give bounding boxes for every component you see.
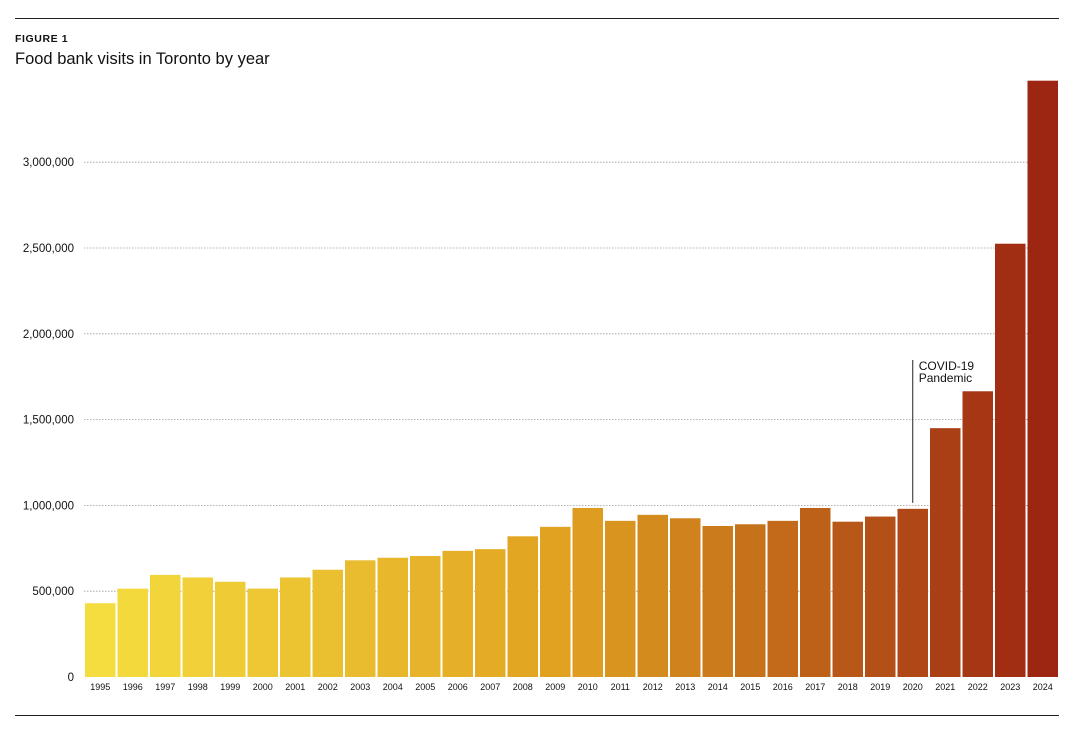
bar-2010 xyxy=(572,507,603,677)
x-tick-label: 2001 xyxy=(285,682,305,692)
bar-2023 xyxy=(995,243,1026,677)
x-tick-label: 2012 xyxy=(643,682,663,692)
y-tick-label: 3,000,000 xyxy=(23,157,74,169)
bar-2004 xyxy=(377,557,408,677)
gridlines xyxy=(84,161,1059,592)
x-tick-label: 2019 xyxy=(870,682,890,692)
bar-2012 xyxy=(637,514,668,677)
bar-2008 xyxy=(507,536,538,677)
y-tick-label: 1,000,000 xyxy=(23,500,74,512)
x-tick-label: 2014 xyxy=(708,682,728,692)
x-tick-label: 1998 xyxy=(188,682,208,692)
x-tick-label: 1996 xyxy=(123,682,143,692)
x-tick-label: 2000 xyxy=(253,682,273,692)
x-tick-label: 2017 xyxy=(805,682,825,692)
bar-2019 xyxy=(865,516,896,677)
bars xyxy=(85,80,1058,677)
x-tick-label: 2006 xyxy=(448,682,468,692)
bar-2021 xyxy=(930,428,961,677)
x-tick-label: 2008 xyxy=(513,682,533,692)
bar-2009 xyxy=(540,526,571,677)
bar-1999 xyxy=(215,581,246,677)
bar-2016 xyxy=(767,520,798,677)
y-tick-label: 500,000 xyxy=(32,586,74,598)
x-tick-label: 2013 xyxy=(675,682,695,692)
bar-2007 xyxy=(475,549,506,677)
annotation-text: COVID-19 xyxy=(919,359,975,373)
x-tick-label: 2021 xyxy=(935,682,955,692)
bar-1996 xyxy=(117,588,148,677)
x-tick-label: 2020 xyxy=(903,682,923,692)
x-tick-label: 1999 xyxy=(220,682,240,692)
annotation-text: Pandemic xyxy=(919,371,972,385)
x-tick-label: 1997 xyxy=(155,682,175,692)
bar-2005 xyxy=(410,556,441,677)
x-axis-tick-labels: 1995 1996 1997 1998 1999 2000 2001 2002 2003 2004… xyxy=(90,682,1053,692)
figure-label: FIGURE 1 xyxy=(15,33,69,45)
bar-2003 xyxy=(345,560,376,677)
bar-2017 xyxy=(800,507,831,677)
y-tick-label: 0 xyxy=(68,672,74,684)
bar-2014 xyxy=(702,525,733,677)
x-tick-label: 2016 xyxy=(773,682,793,692)
top-rule xyxy=(15,18,1059,19)
bar-2022 xyxy=(962,391,993,677)
x-tick-label: 2002 xyxy=(318,682,338,692)
x-tick-label: 2023 xyxy=(1000,682,1020,692)
chart-title: Food bank visits in Toronto by year xyxy=(15,50,270,68)
y-tick-label: 1,500,000 xyxy=(23,415,74,427)
x-tick-label: 1995 xyxy=(90,682,110,692)
bar-2001 xyxy=(280,577,311,677)
bar-1997 xyxy=(150,574,181,677)
x-tick-label: 2004 xyxy=(383,682,403,692)
x-tick-label: 2024 xyxy=(1033,682,1053,692)
x-tick-label: 2007 xyxy=(480,682,500,692)
x-tick-label: 2010 xyxy=(578,682,598,692)
bar-2000 xyxy=(247,588,278,677)
bar-2013 xyxy=(670,518,701,677)
bar-1998 xyxy=(182,577,213,677)
bar-2011 xyxy=(605,520,636,677)
bar-2024 xyxy=(1027,80,1058,677)
bar-2015 xyxy=(735,524,766,677)
bar-2006 xyxy=(442,550,473,677)
x-tick-label: 2011 xyxy=(611,682,630,692)
bar-1995 xyxy=(85,603,116,677)
x-tick-label: 2009 xyxy=(545,682,565,692)
bar-2002 xyxy=(312,569,343,677)
x-tick-label: 2005 xyxy=(415,682,435,692)
x-tick-label: 2003 xyxy=(350,682,370,692)
x-tick-label: 2015 xyxy=(740,682,760,692)
x-tick-label: 2018 xyxy=(838,682,858,692)
y-axis-tick-labels: 0 500,000 1,000,000 1,500,000 2,000,000 2,500… xyxy=(23,157,74,684)
y-tick-label: 2,500,000 xyxy=(23,243,74,255)
y-tick-label: 2,000,000 xyxy=(23,329,74,341)
bar-2020 xyxy=(897,508,928,677)
bar-2018 xyxy=(832,521,863,677)
bottom-rule xyxy=(15,715,1059,716)
x-tick-label: 2022 xyxy=(968,682,988,692)
